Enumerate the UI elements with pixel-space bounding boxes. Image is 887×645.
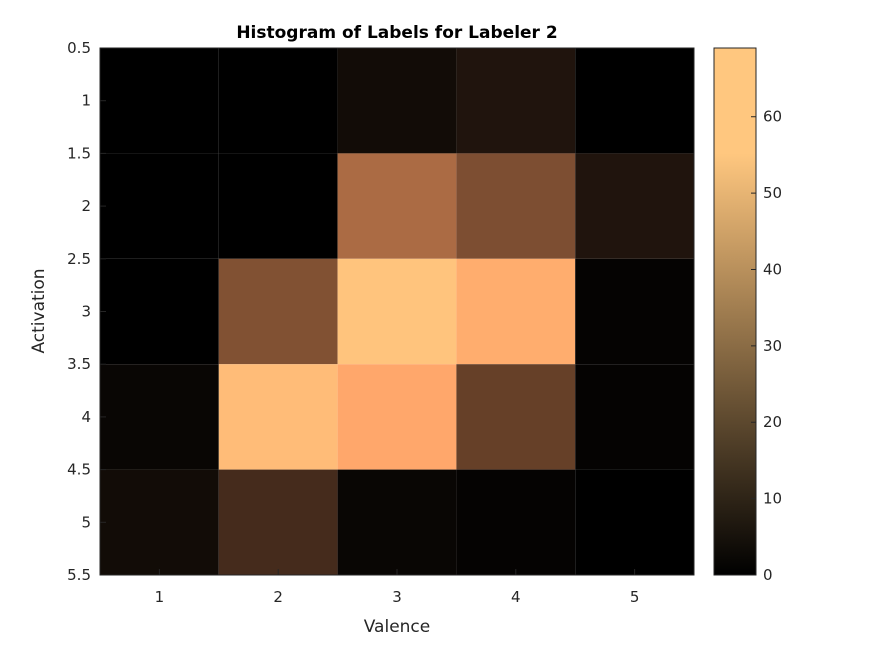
heatmap-cell: [575, 469, 694, 575]
heatmap-cell: [100, 48, 219, 154]
colorbar-tick-label: 50: [763, 184, 782, 202]
heatmap-cell: [218, 364, 338, 470]
colorbar-tick-label: 0: [763, 566, 773, 584]
heatmap-cell: [456, 153, 576, 259]
colorbar-tick-label: 10: [763, 490, 782, 508]
x-tick-label: 5: [630, 588, 640, 606]
y-tick-label: 0.5: [67, 39, 91, 57]
chart-title: Histogram of Labels for Labeler 2: [236, 23, 557, 43]
y-tick-label: 1.5: [67, 144, 91, 162]
heatmap-cell: [337, 153, 457, 259]
colorbar-ticks: 0 10 20 30 40 50 60: [751, 108, 782, 584]
heatmap-cell: [456, 48, 576, 154]
y-tick-label: 3: [81, 303, 91, 321]
x-tick-label: 3: [392, 588, 402, 606]
y-tick-label: 2.5: [67, 250, 91, 268]
y-tick-label: 4.5: [67, 461, 91, 479]
colorbar-tick-label: 20: [763, 413, 782, 431]
heatmap-cell: [218, 258, 338, 365]
heatmap-cell: [456, 364, 576, 470]
x-tick-label: 2: [273, 588, 283, 606]
heatmap-cell: [337, 258, 457, 365]
y-tick-label: 4: [81, 408, 91, 426]
y-axis-label: Activation: [29, 268, 49, 353]
heatmap-cells: [100, 48, 694, 575]
heatmap-cell: [456, 258, 576, 365]
heatmap-cell: [337, 48, 457, 154]
heatmap-cell: [218, 153, 338, 259]
y-tick-label: 3.5: [67, 355, 91, 373]
x-axis-label: Valence: [364, 617, 431, 637]
heatmap-cell: [575, 364, 694, 470]
y-tick-label: 5: [81, 513, 91, 531]
heatmap-cell: [337, 469, 457, 575]
y-axis-ticks: 0.5 1 1.5 2 2.5 3 3.5 4 4.5 5 5.5: [67, 39, 106, 584]
y-tick-label: 5.5: [67, 566, 91, 584]
y-tick-label: 1: [81, 92, 91, 110]
colorbar-tick-label: 30: [763, 337, 782, 355]
x-tick-label: 1: [155, 588, 165, 606]
colorbar: [713, 47, 757, 576]
heatmap-cell: [575, 153, 694, 259]
heatmap-cell: [100, 153, 219, 259]
heatmap-cell: [218, 48, 338, 154]
heatmap-cell: [337, 364, 457, 470]
heatmap-cell: [218, 469, 338, 575]
heatmap-cell: [575, 48, 694, 154]
heatmap-cell: [456, 469, 576, 575]
x-tick-label: 4: [511, 588, 521, 606]
colorbar-tick-label: 60: [763, 108, 782, 126]
y-tick-label: 2: [81, 197, 91, 215]
x-axis-ticks: 1 2 3 4 5: [155, 569, 640, 606]
heatmap-cell: [100, 258, 219, 365]
heatmap-cell: [100, 364, 219, 470]
colorbar-tick-label: 40: [763, 260, 782, 278]
heatmap-cell: [575, 258, 694, 365]
heatmap-cell: [100, 469, 219, 575]
